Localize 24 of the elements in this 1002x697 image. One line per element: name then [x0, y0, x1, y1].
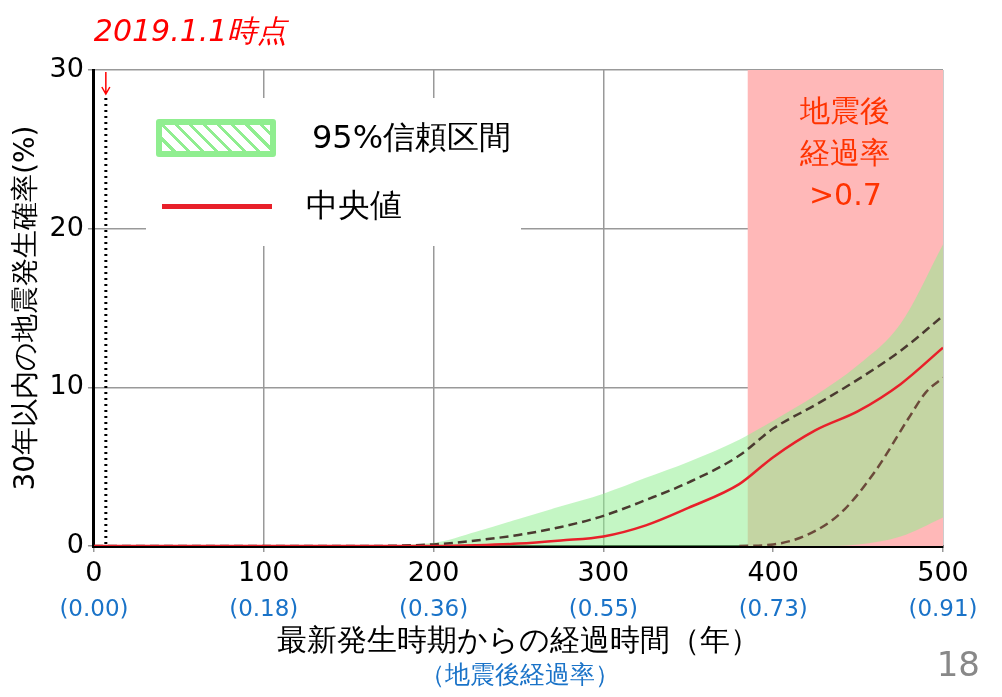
x-tick-label: 200 — [407, 556, 460, 588]
x-tick-label: 500 — [917, 556, 969, 588]
ref-line-label: 2019.1.1時点 — [93, 12, 291, 48]
line-series — [737, 376, 943, 546]
x2-tick-label: (0.36) — [398, 595, 469, 622]
x-tick-label: 100 — [237, 556, 290, 588]
y-tick-label: 0 — [66, 528, 84, 560]
text: 18 — [936, 644, 980, 684]
y-tick-label: 30 — [49, 52, 84, 84]
x2-tick-label: (0.55) — [568, 595, 639, 622]
x2-tick-label: (0.91) — [908, 595, 978, 622]
x-tick-label: 400 — [747, 556, 799, 588]
x2-tick-label: (0.00) — [59, 595, 129, 622]
legend-label: 中央値 — [306, 185, 402, 226]
x2-tick-label: (0.18) — [229, 595, 299, 622]
y-tick-label: 20 — [49, 210, 84, 242]
x2-tick-label: (0.73) — [738, 595, 808, 622]
x-tick-label: 300 — [577, 556, 630, 588]
x2-axis-title: （地震後経過率） — [419, 659, 621, 691]
y-axis-title: 30年以内の地震発生確率(%) — [8, 125, 42, 491]
x-axis-title: 最新発生時期からの経過時間（年） — [276, 621, 760, 657]
y-tick-label: 10 — [49, 369, 84, 401]
legend-label: 95%信頼区間 — [312, 117, 512, 158]
band-label: 地震後経過率>0.7 — [799, 92, 891, 212]
